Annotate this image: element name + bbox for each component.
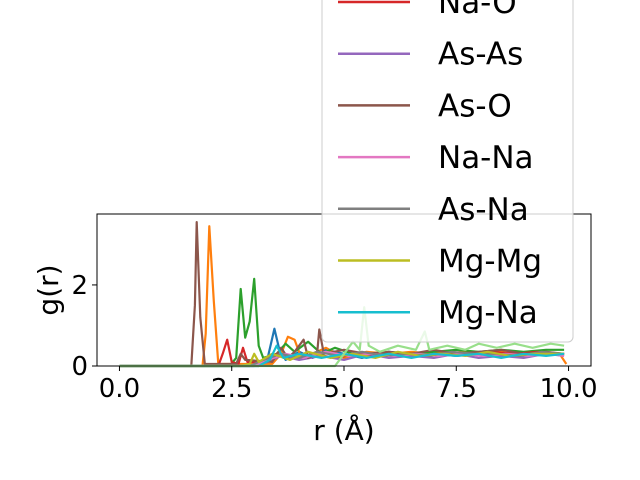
y-axis: 02: [71, 271, 97, 382]
x-tick-label: 5.0: [323, 374, 364, 404]
y-axis-label: g(r): [32, 264, 65, 315]
series-line-10: [119, 344, 565, 368]
legend-label: As-O: [438, 88, 512, 124]
x-tick-label: 2.5: [211, 374, 252, 404]
x-axis-label: r (Å): [313, 413, 374, 447]
x-axis: 0.0 2.5 5.0 7.5 10.0: [99, 366, 598, 404]
x-tick-label: 7.5: [436, 374, 477, 404]
legend-label: Mg-Mg: [438, 244, 542, 280]
series-line-9: [119, 350, 565, 368]
legend-label: Mg-Na: [438, 295, 538, 331]
x-tick-label: 10.0: [540, 374, 598, 404]
y-tick-label: 2: [71, 271, 88, 301]
y-tick-label: 0: [71, 352, 88, 382]
legend-label: Na-O: [438, 0, 517, 21]
legend-label: As-Na: [438, 192, 529, 228]
x-tick-label: 0.0: [99, 374, 140, 404]
legend-label: As-As: [438, 37, 523, 73]
legend-label: Na-Na: [438, 140, 534, 176]
legend: Na-O As-As As-O Na-Na As-Na Mg-Mg Mg-Na: [321, 0, 574, 343]
legend-box: [321, 0, 574, 343]
